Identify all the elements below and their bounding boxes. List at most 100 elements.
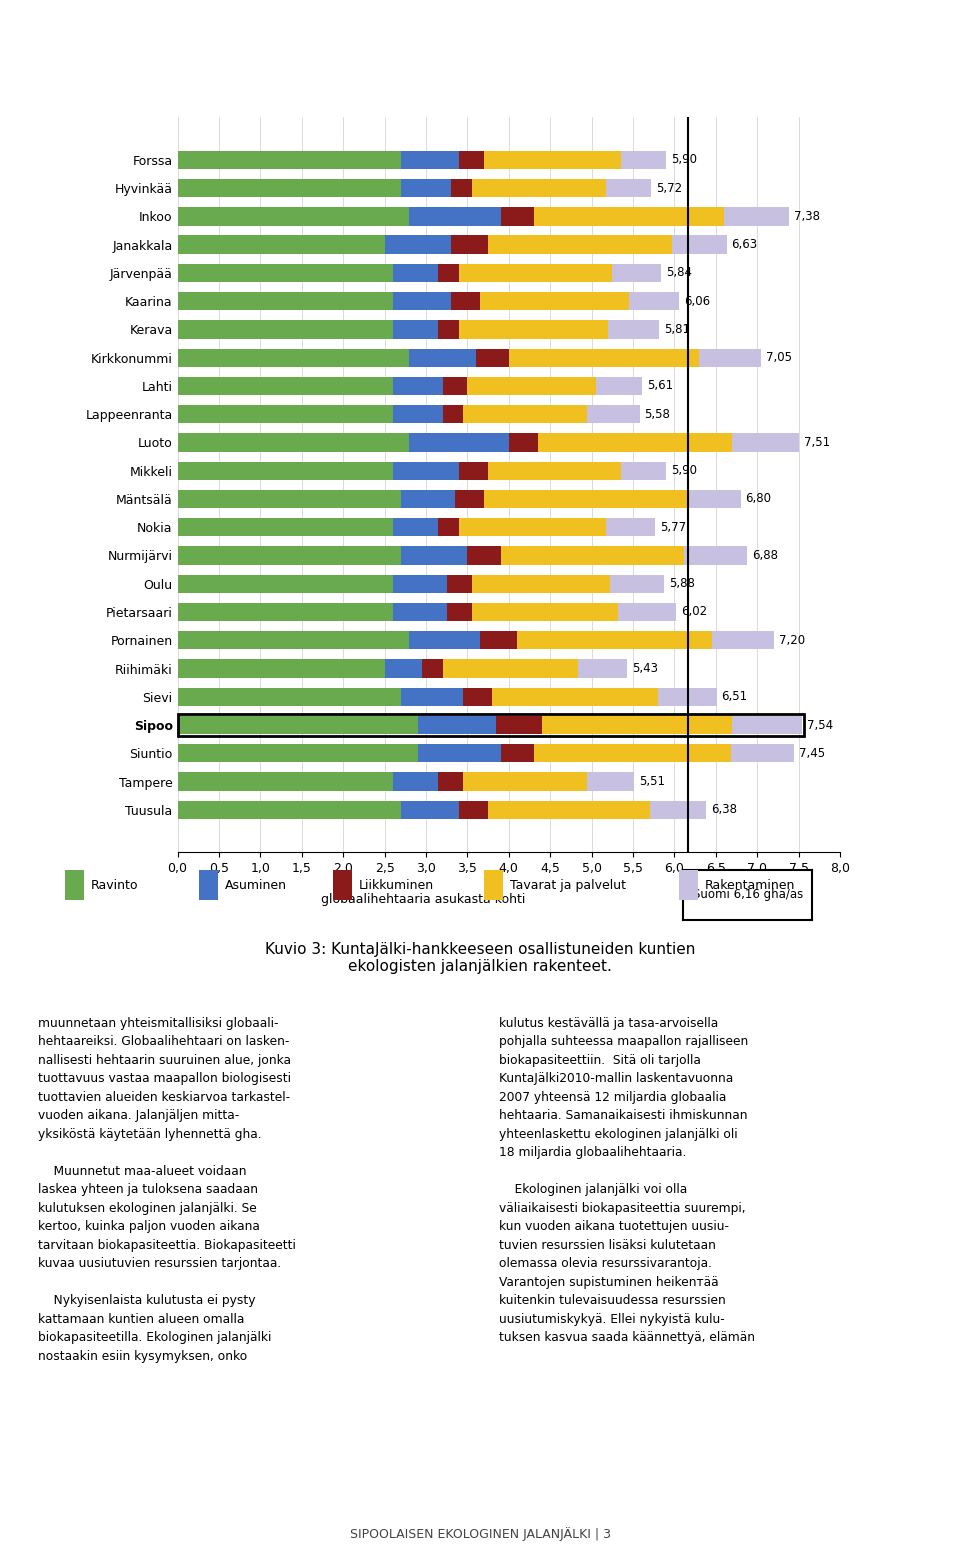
Bar	[488, 801, 650, 820]
Bar	[178, 773, 393, 791]
Bar	[178, 744, 418, 763]
Text: 5,61: 5,61	[647, 380, 673, 393]
Text: 7,54: 7,54	[806, 718, 833, 732]
Bar	[588, 405, 639, 424]
Text: 5,88: 5,88	[669, 577, 695, 590]
Text: 5,81: 5,81	[663, 322, 689, 336]
Bar	[178, 206, 409, 225]
Text: 5,43: 5,43	[633, 662, 659, 676]
Bar	[534, 744, 731, 763]
Bar	[492, 688, 658, 705]
Bar	[731, 744, 795, 763]
Text: 7,05: 7,05	[766, 352, 792, 364]
Bar	[464, 773, 588, 791]
Bar	[459, 150, 484, 169]
Bar	[732, 716, 802, 734]
Bar	[459, 321, 609, 339]
Bar	[333, 870, 352, 901]
Bar	[443, 405, 464, 424]
Bar	[393, 405, 443, 424]
Text: 5,84: 5,84	[666, 266, 692, 280]
Bar	[455, 490, 484, 508]
Bar	[484, 490, 686, 508]
Text: 5,51: 5,51	[638, 776, 664, 788]
Text: 5,90: 5,90	[671, 465, 697, 477]
Bar	[178, 264, 393, 282]
Text: 5,90: 5,90	[671, 153, 697, 166]
Bar	[178, 292, 393, 310]
Text: 7,38: 7,38	[794, 210, 820, 224]
Bar	[401, 801, 459, 820]
Bar	[443, 660, 578, 677]
Bar	[446, 602, 471, 621]
Text: 6,51: 6,51	[722, 690, 748, 704]
Bar	[609, 321, 659, 339]
Text: Suomi 6,16 gha/as: Suomi 6,16 gha/as	[692, 888, 803, 901]
Bar	[620, 461, 666, 480]
Bar	[178, 688, 401, 705]
Bar	[393, 574, 446, 593]
Bar	[534, 206, 724, 225]
Bar	[178, 405, 393, 424]
Bar	[650, 801, 706, 820]
Bar	[178, 178, 401, 197]
Bar	[464, 688, 492, 705]
Bar	[578, 660, 627, 677]
Bar	[439, 321, 459, 339]
Text: 7,51: 7,51	[804, 436, 830, 449]
Bar	[612, 264, 661, 282]
Bar	[393, 518, 439, 536]
Bar	[200, 870, 218, 901]
Bar	[471, 574, 610, 593]
Text: Rakentaminen: Rakentaminen	[705, 879, 795, 891]
Bar	[178, 801, 401, 820]
Text: 6,63: 6,63	[732, 238, 757, 252]
Bar	[488, 236, 672, 253]
Bar	[484, 150, 620, 169]
Bar	[517, 630, 711, 649]
Bar	[178, 546, 401, 565]
Bar	[509, 349, 699, 368]
Bar	[606, 518, 656, 536]
Bar	[393, 264, 439, 282]
Bar	[658, 688, 716, 705]
Bar	[711, 630, 774, 649]
Bar	[732, 433, 800, 452]
Bar	[393, 321, 439, 339]
Bar	[629, 292, 680, 310]
Bar	[699, 349, 761, 368]
Bar	[471, 178, 606, 197]
Bar	[401, 490, 455, 508]
Text: 6,38: 6,38	[710, 804, 737, 816]
Bar	[468, 377, 596, 396]
Bar	[443, 377, 468, 396]
Bar	[446, 574, 471, 593]
Text: 6,02: 6,02	[681, 605, 708, 618]
Text: Liikkuminen: Liikkuminen	[359, 879, 434, 891]
Bar	[393, 461, 459, 480]
Bar	[409, 349, 475, 368]
Bar	[178, 377, 393, 396]
Bar	[418, 744, 500, 763]
Bar	[178, 150, 401, 169]
Bar	[439, 264, 459, 282]
Text: Ravinto: Ravinto	[91, 879, 138, 891]
Bar	[178, 660, 385, 677]
Bar	[459, 461, 488, 480]
Bar	[409, 206, 500, 225]
Bar	[178, 321, 393, 339]
Bar	[480, 630, 517, 649]
Text: kulutus kestävällä ja tasa-arvoisella
pohjalla suhteessa maapallon rajalliseen
b: kulutus kestävällä ja tasa-arvoisella po…	[499, 1017, 756, 1343]
Bar	[393, 602, 446, 621]
Bar	[178, 236, 385, 253]
Bar	[385, 660, 421, 677]
Bar	[596, 377, 642, 396]
Bar	[451, 292, 480, 310]
Bar	[178, 490, 401, 508]
Bar	[421, 660, 443, 677]
Text: 6,88: 6,88	[753, 549, 779, 561]
Bar	[509, 433, 538, 452]
Bar	[620, 150, 666, 169]
Bar	[65, 870, 84, 901]
Bar	[606, 178, 651, 197]
